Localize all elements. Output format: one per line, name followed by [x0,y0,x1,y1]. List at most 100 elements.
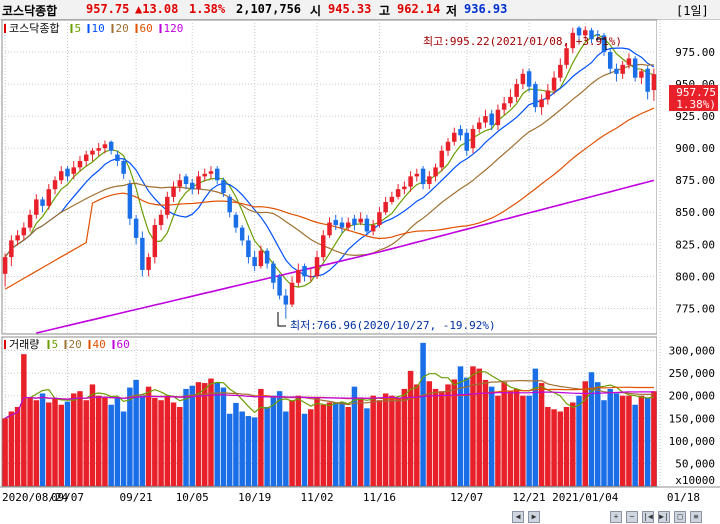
candle-body [15,235,20,241]
candle-body [445,141,451,151]
volume-bar [507,391,514,486]
volume-unit-label: x10000 [675,474,715,487]
volume-bar [320,404,327,486]
candle-body [27,214,33,228]
volume-bar [189,385,196,486]
volume-bar [58,404,65,486]
volume-bar [613,393,620,486]
expand-icon[interactable]: □ [674,511,686,523]
volume-bar [351,386,358,486]
volume-axis-label: 300,000 [669,345,715,358]
volume-axis-label: 100,000 [669,435,715,448]
current-price: 957.75 [86,2,130,16]
low-value: 936.93 [464,2,508,16]
first-page-icon[interactable]: |◀ [642,511,654,523]
current-price-tag-value: 957.75 [676,86,716,99]
candle-body [71,167,76,174]
volume-bar [607,388,613,486]
volume-bar [382,393,389,486]
volume-bar [77,391,83,486]
candle-body [508,96,513,104]
quote-header: 코스닥종합 957.75 ▲13.08 1.38% 2,107,756 시 94… [0,0,720,20]
volume-bar [239,411,245,486]
scroll-right-icon[interactable]: ▶ [528,511,540,523]
candle-body [464,132,469,151]
volume-bar [46,402,52,486]
price-legend-swatch [111,24,114,33]
current-price-tag [669,85,718,111]
candle-body [439,150,445,168]
volume-bar [626,395,632,486]
candle-body [470,128,476,149]
candle-body [520,73,526,85]
price-legend-item: 120 [164,22,184,35]
volume-bar [2,418,8,486]
candle-body [277,276,282,296]
candle-body [539,99,544,108]
candle-body [489,113,494,126]
volume-bar [520,395,526,486]
candle-body [433,167,438,177]
volume-bar [127,387,133,486]
zoom-in-icon[interactable]: + [610,511,622,523]
candle-body [158,214,164,226]
candle-body [21,227,27,236]
price-legend-swatch [70,24,73,33]
candle-body [221,180,226,194]
volume-axis-label: 250,000 [669,367,715,380]
volume-bar [588,372,595,486]
candle-body [133,218,139,238]
volume-bar [183,388,189,486]
low-annotation: 최저:766.96(2020/10/27, -19.92%) [290,319,496,332]
volume-bar [407,370,414,486]
candle-body [40,199,45,206]
candle-body [589,30,594,40]
settings-icon[interactable]: ≡ [690,511,702,523]
candle-body [639,71,644,78]
volume-bar [70,393,77,486]
volume-bar [432,388,439,486]
volume-legend-swatch [88,340,91,349]
candle-body [140,237,145,270]
volume-bar [251,417,258,486]
volume-bar [301,413,308,486]
volume-bar [576,395,582,486]
date-axis-label: 2021/01/04 [552,491,619,504]
candle-body [196,176,201,190]
candle-body [214,168,220,181]
volume-bar [644,397,651,486]
candle-body [96,148,101,151]
candle-body [239,227,245,241]
volume-bar [457,366,464,486]
zoom-out-icon[interactable]: − [626,511,638,523]
ma120-line [36,179,655,334]
volume-bar [532,368,539,486]
volume-bar [258,388,264,486]
date-axis-label: 12/07 [450,491,483,504]
open-value: 945.33 [328,2,372,16]
volume-bar [339,402,345,486]
volume-legend-marker [4,340,6,349]
candle-body [558,64,563,78]
volume-legend-item: 5 [52,338,59,351]
candle-body [121,160,126,174]
volume-legend-swatch [112,340,115,349]
volume-bar [314,397,320,486]
candle-body [427,176,432,185]
volume-bar [245,416,252,486]
volume-bar [114,397,121,486]
scroll-left-icon[interactable]: ◀ [512,511,524,523]
volume-bar [208,378,214,486]
date-axis-label: 11/16 [363,491,396,504]
volume-bar [27,397,33,486]
last-page-icon[interactable]: ▶| [658,511,670,523]
candle-body [52,180,58,190]
period-button[interactable]: [1일] [676,4,709,18]
volume-bar [370,395,376,486]
candle-body [339,222,345,228]
candle-body [190,182,195,190]
candle-body [383,201,388,213]
volume-bar [102,397,108,486]
candle-body [258,250,264,267]
